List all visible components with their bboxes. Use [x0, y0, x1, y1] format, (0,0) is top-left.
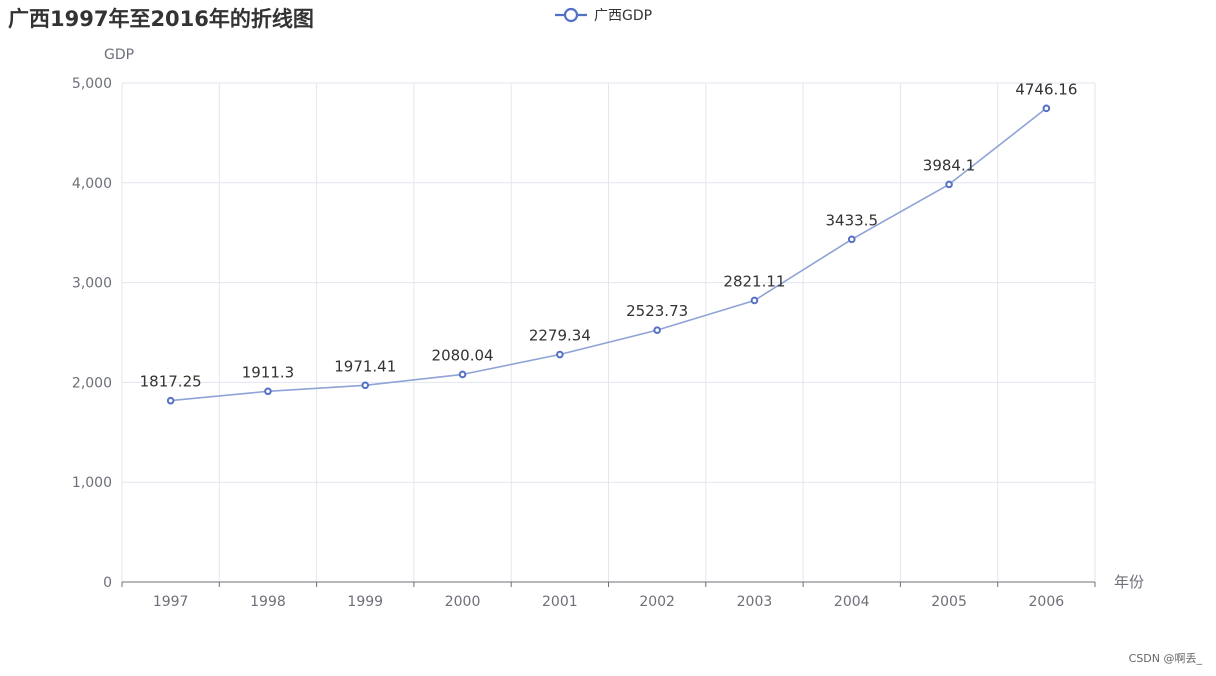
grid-lines	[121, 82, 1096, 582]
x-tick-label: 2006	[1029, 594, 1065, 610]
y-tick-label: 3,000	[72, 276, 112, 292]
y-axis-title: GDP	[104, 47, 134, 63]
x-tick-label: 2005	[931, 594, 967, 610]
data-point-marker	[750, 296, 759, 305]
legend-label: 广西GDP	[594, 8, 653, 24]
data-label: 1911.3	[242, 363, 295, 381]
data-point-marker	[264, 387, 272, 396]
x-tick-label: 2004	[834, 594, 870, 610]
y-tick-label: 1,000	[72, 475, 112, 491]
data-point-marker	[361, 381, 370, 390]
axes: 0 1,000 2,000 3,000 4,000 5,000 1997 1998 1999 20…	[72, 47, 1144, 610]
chart-title: 广西1997年至2016年的折线图	[8, 7, 314, 31]
x-tick-label: 1998	[250, 594, 286, 610]
data-label: 3433.5	[826, 211, 879, 229]
y-tick-label: 2,000	[72, 375, 112, 391]
data-label: 4746.16	[1015, 80, 1077, 98]
y-tick-label: 5,000	[72, 76, 112, 92]
series-line	[170, 107, 1047, 402]
x-tick-label: 2001	[542, 594, 578, 610]
data-point-marker	[458, 370, 467, 379]
x-tick-label: 2000	[445, 594, 481, 610]
data-labels: 1817.25 1911.3 1971.41 2080.04 2279.34 2523.7…	[140, 80, 1078, 390]
data-point-marker	[653, 326, 661, 334]
x-tick-label: 1999	[347, 594, 383, 610]
watermark: CSDN @啊丢_	[1128, 652, 1202, 665]
data-point-marker	[166, 396, 175, 405]
data-label: 3984.1	[923, 156, 976, 174]
x-tick-label: 2002	[639, 594, 675, 610]
legend-line-circle-icon	[555, 7, 587, 23]
x-tick-label: 2003	[737, 594, 773, 610]
data-point-marker	[847, 235, 856, 244]
y-tick-label: 0	[103, 575, 112, 591]
data-label: 2279.34	[529, 327, 591, 345]
data-label: 2821.11	[723, 272, 785, 290]
data-label: 2523.73	[626, 302, 688, 320]
data-point-marker	[556, 350, 564, 359]
y-tick-label: 4,000	[72, 176, 112, 192]
x-tick-label: 1997	[153, 594, 189, 610]
data-point-marker	[1042, 104, 1051, 113]
data-label: 1971.41	[334, 357, 396, 375]
data-point-marker	[945, 180, 953, 189]
x-axis-title: 年份	[1114, 573, 1144, 591]
data-label: 2080.04	[432, 346, 494, 364]
data-label: 1817.25	[140, 373, 202, 391]
legend-item-guangxi-gdp[interactable]: 广西GDP	[554, 4, 652, 26]
series-guangxi-gdp	[166, 104, 1051, 405]
